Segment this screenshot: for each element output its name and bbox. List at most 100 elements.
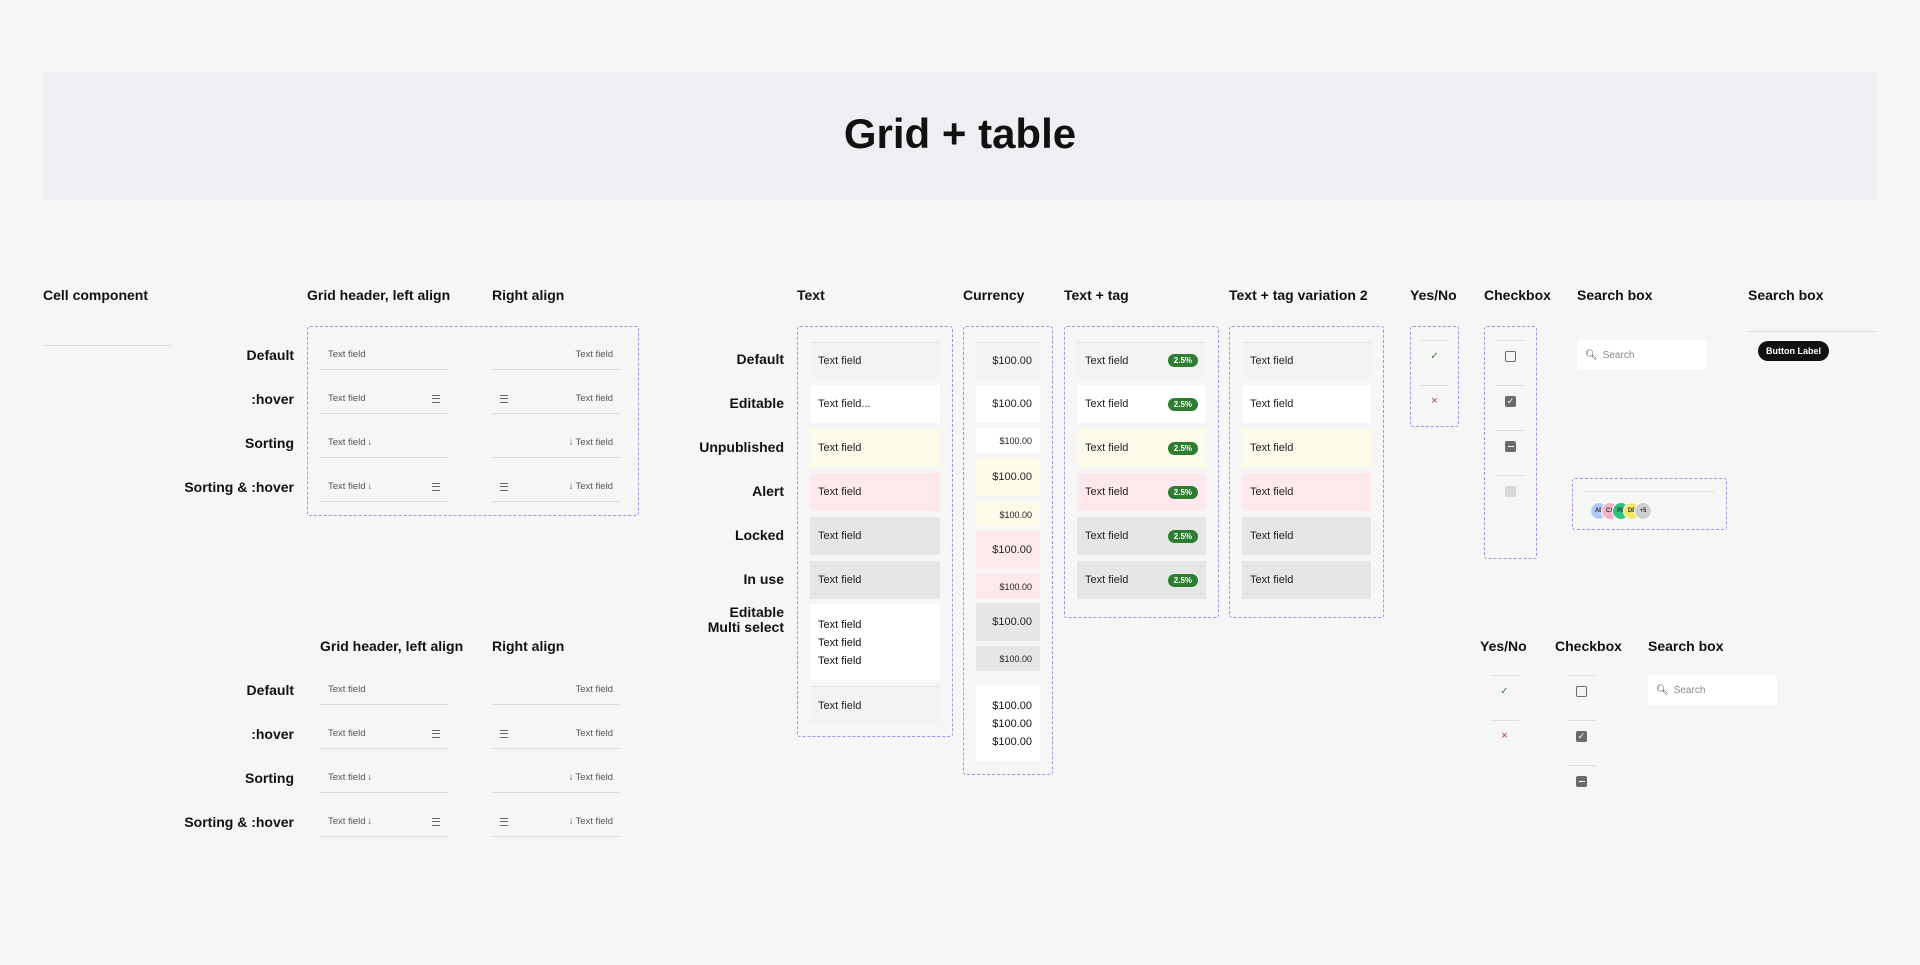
currency-cell-alert[interactable]: $100.00 [976, 531, 1040, 569]
tag-cell-unpublished[interactable]: Text field 2.5% [1077, 429, 1206, 467]
checkbox-cell [1496, 430, 1525, 461]
header-cell[interactable]: Text field [320, 340, 448, 370]
tag-cell-alert[interactable]: Text field 2.5% [1077, 473, 1206, 511]
sort-arrow-icon[interactable]: ↓ [367, 481, 373, 492]
header-cell-sorting[interactable]: Text field ↓ [320, 763, 448, 793]
header-cell[interactable]: Text field [492, 675, 621, 705]
currency-column-group [963, 326, 1053, 775]
sort-arrow-icon[interactable]: ↓ [367, 816, 373, 827]
text-cell-editable[interactable]: Text field... [810, 385, 940, 423]
search-input[interactable]: 🔍︎ Search [1577, 340, 1706, 370]
tag-v2-cell-in-use: Text field [1242, 561, 1371, 599]
tag-cell-default[interactable]: Text field 2.5% [1077, 342, 1206, 378]
sort-arrow-icon[interactable]: ↓ [568, 481, 574, 492]
yes-no-column: ✓ × [1420, 340, 1449, 416]
page-title: Grid + table [843, 110, 1077, 157]
checkbox-unchecked[interactable] [1505, 350, 1516, 362]
checkbox-cell [1496, 340, 1525, 371]
header-cell-sorting-hover[interactable]: ↓ Text field [492, 472, 621, 502]
yes-icon[interactable]: ✓ [1420, 340, 1449, 371]
search-input-2[interactable]: 🔍︎ Search [1648, 675, 1777, 705]
state-default: Default [246, 347, 294, 363]
sort-arrow-icon[interactable]: ↓ [367, 437, 373, 448]
section-checkbox: Checkbox [1484, 287, 1551, 303]
header-cell-sorting-hover[interactable]: Text field ↓ [320, 472, 448, 502]
text-cell-default[interactable]: Text field [810, 342, 940, 378]
sort-arrow-icon[interactable]: ↓ [568, 437, 574, 448]
currency-cell-multi-select[interactable]: $100.00 $100.00 $100.00 [976, 685, 1040, 761]
grid-header-group [307, 326, 639, 516]
header-cell-hover[interactable]: Text field [492, 384, 621, 414]
tag-v2-cell-alert[interactable]: Text field [1242, 473, 1371, 511]
currency-cell-default[interactable]: $100.00 [976, 342, 1040, 378]
checkbox-indeterminate[interactable] [1576, 775, 1587, 787]
header-cell-sorting-hover[interactable]: Text field ↓ [320, 807, 448, 837]
text-cell-multi-select[interactable]: Text field Text field Text field [810, 604, 940, 680]
yes-icon[interactable]: ✓ [1490, 675, 1519, 706]
tag-badge: 2.5% [1167, 485, 1198, 499]
menu-icon[interactable] [500, 482, 508, 491]
sort-arrow-icon[interactable]: ↓ [568, 816, 574, 827]
cell-state-in-use: In use [743, 571, 784, 587]
section-text-tag-v2: Text + tag variation 2 [1229, 287, 1368, 303]
tag-v2-cell-unpublished[interactable]: Text field [1242, 429, 1371, 467]
avatar-group[interactable]: AE CX PL DE +5 [1590, 502, 1670, 520]
header-cell-sorting[interactable]: ↓ Text field [492, 763, 621, 793]
header-cell-hover[interactable]: Text field [320, 719, 448, 749]
currency-cell-locked-compact: $100.00 [976, 646, 1040, 671]
menu-icon[interactable] [432, 394, 440, 403]
checkbox-checked[interactable]: ✓ [1576, 730, 1587, 742]
text-cell-in-use: Text field [810, 561, 940, 599]
currency-cell-unpublished[interactable]: $100.00 [976, 458, 1040, 496]
state-sorting-hover-2: Sorting & :hover [184, 814, 294, 830]
tag-badge: 2.5% [1167, 397, 1198, 411]
no-icon[interactable]: × [1420, 385, 1449, 416]
menu-icon[interactable] [500, 394, 508, 403]
no-icon[interactable]: × [1490, 720, 1519, 751]
tag-v2-cell-default[interactable]: Text field [1242, 342, 1371, 378]
text-cell-unpublished[interactable]: Text field [810, 429, 940, 467]
menu-icon[interactable] [432, 729, 440, 738]
currency-cell-editable[interactable]: $100.00 [976, 385, 1040, 423]
header-cell-hover[interactable]: Text field [492, 719, 621, 749]
header-cell[interactable]: Text field [492, 340, 621, 370]
cell-state-editable: Editable [729, 395, 784, 411]
text-cell-last[interactable]: Text field [810, 686, 940, 724]
text-cell-alert[interactable]: Text field [810, 473, 940, 511]
checkbox-unchecked[interactable] [1576, 685, 1587, 697]
text-tag-v2-column-group [1229, 326, 1384, 618]
header-cell-hover[interactable]: Text field [320, 384, 448, 414]
primary-button[interactable]: Button Label [1758, 341, 1829, 361]
checkbox-indeterminate[interactable] [1505, 440, 1516, 452]
currency-cell-alert-compact[interactable]: $100.00 [976, 574, 1040, 599]
sort-arrow-icon[interactable]: ↓ [367, 772, 373, 783]
tag-badge: 2.5% [1167, 529, 1198, 543]
tag-cell-editable[interactable]: Text field 2.5% [1077, 385, 1206, 423]
checkbox-checked[interactable]: ✓ [1505, 395, 1516, 407]
state-hover: :hover [251, 391, 294, 407]
menu-icon[interactable] [432, 482, 440, 491]
state-sorting-2: Sorting [245, 770, 294, 786]
currency-cell-editable-compact[interactable]: $100.00 [976, 428, 1040, 453]
section-yes-no-2: Yes/No [1480, 638, 1527, 654]
tag-v2-cell-editable[interactable]: Text field [1242, 385, 1371, 423]
section-cell-component: Cell component [43, 287, 149, 303]
sort-arrow-icon[interactable]: ↓ [568, 772, 574, 783]
section-search-box: Search box [1577, 287, 1653, 303]
menu-icon[interactable] [500, 729, 508, 738]
checkbox-cell [1496, 475, 1525, 506]
tag-badge: 2.5% [1167, 441, 1198, 455]
cell-state-unpublished: Unpublished [699, 439, 784, 455]
tag-badge: 2.5% [1167, 354, 1198, 367]
currency-cell-unpublished-compact[interactable]: $100.00 [976, 502, 1040, 527]
header-cell-sorting-hover[interactable]: ↓ Text field [492, 807, 621, 837]
menu-icon[interactable] [432, 817, 440, 826]
header-left-column-2: Text field Text field Text field ↓ Text f… [320, 675, 448, 837]
header-cell[interactable]: Text field [320, 675, 448, 705]
state-hover-2: :hover [251, 726, 294, 742]
menu-icon[interactable] [500, 817, 508, 826]
header-cell-sorting[interactable]: Text field ↓ [320, 428, 448, 458]
header-cell-sorting[interactable]: ↓ Text field [492, 428, 621, 458]
title-banner [43, 72, 1877, 200]
text-column-group [797, 326, 953, 737]
